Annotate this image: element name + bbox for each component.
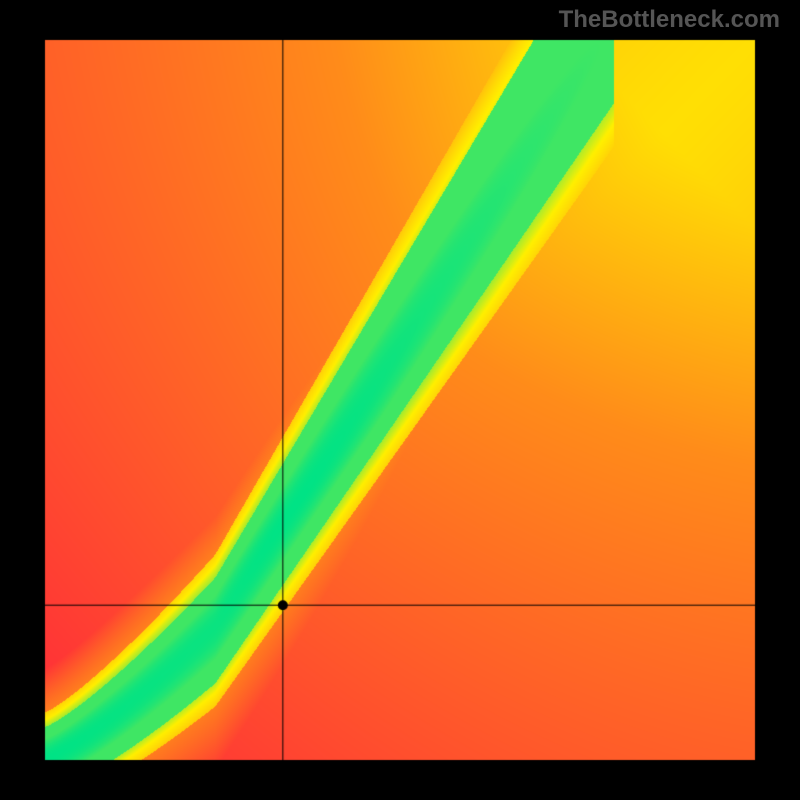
bottleneck-heatmap xyxy=(0,0,800,800)
watermark-text: TheBottleneck.com xyxy=(559,6,780,34)
